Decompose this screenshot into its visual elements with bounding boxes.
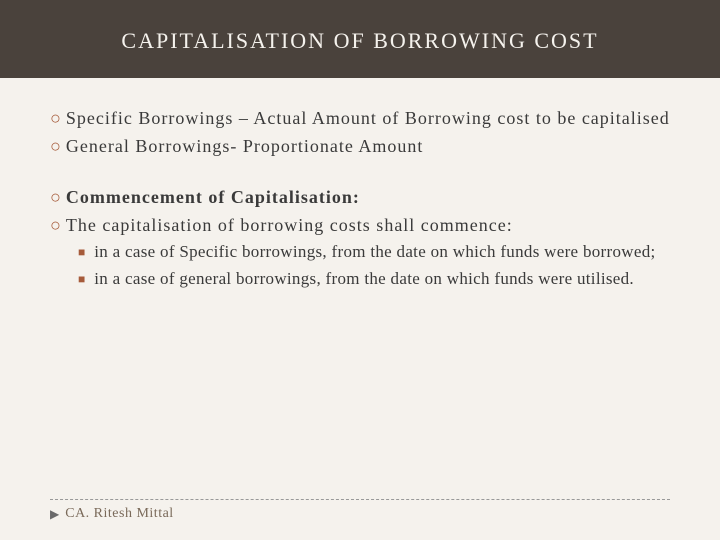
bullet-text: General Borrowings- Proportionate Amount xyxy=(66,134,670,158)
square-bullet-icon: ■ xyxy=(78,268,86,291)
spacer xyxy=(50,163,670,185)
footer-row: ▶ CA. Ritesh Mittal xyxy=(50,506,670,522)
sub-bullet-item: ■ in a case of Specific borrowings, from… xyxy=(78,241,670,264)
bullet-text: Specific Borrowings – Actual Amount of B… xyxy=(66,106,670,130)
bullet-text: The capitalisation of borrowing costs sh… xyxy=(66,213,670,237)
circle-bullet-icon: ○ xyxy=(50,185,62,209)
bullet-item: ○ Specific Borrowings – Actual Amount of… xyxy=(50,106,670,130)
footer-author: CA. Ritesh Mittal xyxy=(65,506,173,522)
bullet-item: ○ Commencement of Capitalisation: xyxy=(50,185,670,209)
arrow-icon: ▶ xyxy=(50,507,59,522)
sub-bullet-item: ■ in a case of general borrowings, from … xyxy=(78,268,670,291)
circle-bullet-icon: ○ xyxy=(50,106,62,130)
slide-container: CAPITALISATION OF BORROWING COST ○ Speci… xyxy=(0,0,720,540)
slide-content: ○ Specific Borrowings – Actual Amount of… xyxy=(0,78,720,499)
slide-footer: ▶ CA. Ritesh Mittal xyxy=(0,499,720,540)
bullet-item: ○ The capitalisation of borrowing costs … xyxy=(50,213,670,237)
circle-bullet-icon: ○ xyxy=(50,134,62,158)
circle-bullet-icon: ○ xyxy=(50,213,62,237)
title-bar: CAPITALISATION OF BORROWING COST xyxy=(0,0,720,78)
sub-bullet-text: in a case of general borrowings, from th… xyxy=(94,268,670,291)
sub-bullet-list: ■ in a case of Specific borrowings, from… xyxy=(50,241,670,291)
sub-bullet-text: in a case of Specific borrowings, from t… xyxy=(94,241,670,264)
footer-divider xyxy=(50,499,670,500)
bullet-item: ○ General Borrowings- Proportionate Amou… xyxy=(50,134,670,158)
square-bullet-icon: ■ xyxy=(78,241,86,264)
bullet-text-heading: Commencement of Capitalisation: xyxy=(66,185,670,209)
slide-title: CAPITALISATION OF BORROWING COST xyxy=(121,28,598,53)
